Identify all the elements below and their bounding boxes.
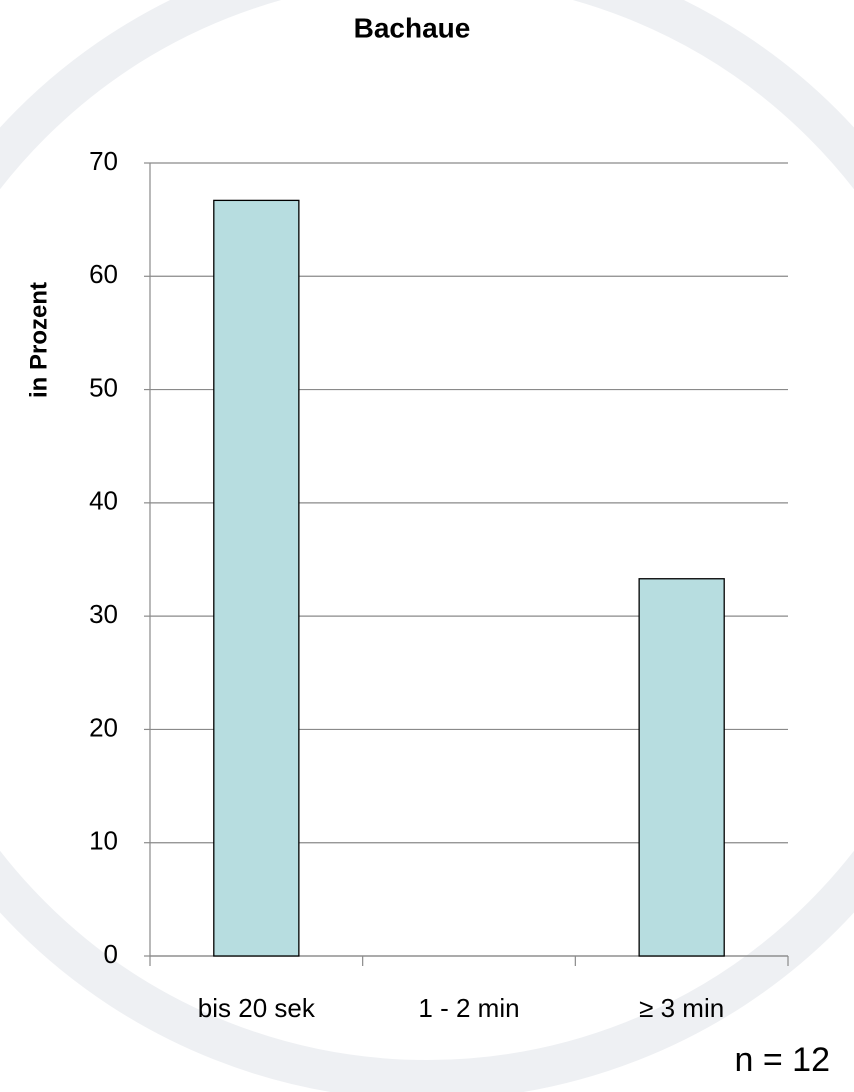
bar	[213, 199, 300, 957]
y-tick-label: 50	[89, 372, 118, 402]
y-tick-label: 0	[104, 939, 118, 969]
y-tick-label: 20	[89, 712, 118, 742]
x-tick-label: ≥ 3 min	[639, 993, 724, 1023]
annotation: n = 12	[735, 1041, 830, 1079]
y-tick-label: 70	[89, 146, 118, 176]
x-tick-label: bis 20 sek	[198, 993, 316, 1023]
y-tick-label: 60	[89, 259, 118, 289]
chart-title: Bachaue	[354, 12, 471, 43]
y-tick-label: 30	[89, 599, 118, 629]
y-tick-label: 10	[89, 826, 118, 856]
x-tick-label: 1 - 2 min	[418, 993, 519, 1023]
y-tick-label: 40	[89, 486, 118, 516]
y-axis-label: in Prozent	[25, 282, 52, 398]
bar	[638, 578, 725, 957]
